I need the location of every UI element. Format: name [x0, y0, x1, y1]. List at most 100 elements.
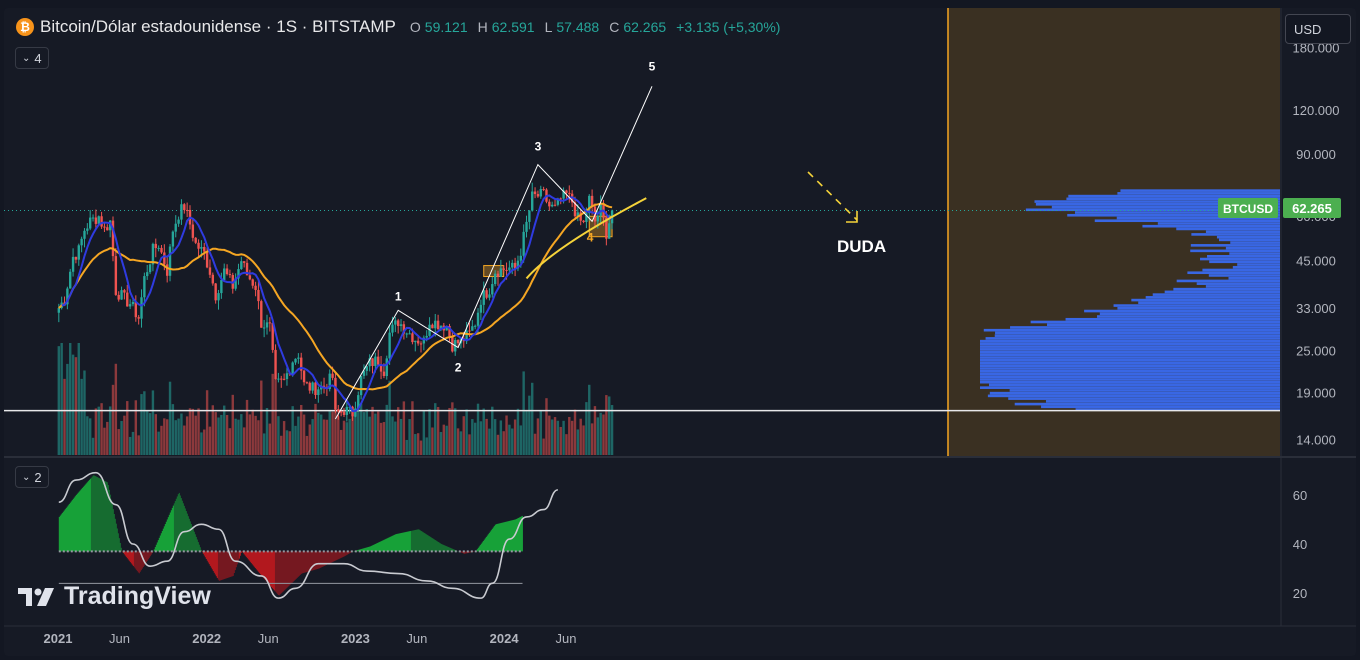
- oscillator-bar: [209, 551, 211, 566]
- oscillator-bar: [394, 534, 396, 552]
- oscillator-bar: [64, 509, 66, 552]
- oscillator-bar: [465, 551, 467, 554]
- oscillator-bar: [341, 551, 343, 558]
- candle-body: [473, 325, 477, 327]
- candle-body: [328, 373, 331, 390]
- oscillator-bar: [422, 532, 424, 552]
- price-axis[interactable]: 180.000120.00090.00060.00045.00033.00025…: [1293, 41, 1340, 448]
- candle-body: [331, 373, 334, 378]
- oscillator-bar: [233, 551, 235, 573]
- oscillator-bar: [107, 485, 109, 552]
- oscillator-bar: [239, 551, 241, 556]
- wave-2-label: 2: [455, 360, 462, 374]
- open-value: 59.121: [424, 19, 468, 35]
- oscillator-bar: [488, 532, 490, 552]
- volume-bar: [148, 413, 152, 455]
- oscillator-bar: [479, 545, 481, 552]
- candle-body: [536, 194, 540, 197]
- candle-body: [77, 245, 80, 260]
- candle-body: [354, 408, 357, 417]
- oscillator-bar: [287, 551, 289, 587]
- duda-arrow[interactable]: [807, 171, 858, 223]
- candle-body: [137, 317, 140, 319]
- oscillator-bar: [141, 551, 143, 569]
- oscillator-bar: [170, 510, 172, 552]
- oscillator-bar: [414, 529, 416, 552]
- candle-body: [556, 198, 560, 205]
- candle-body: [69, 271, 72, 289]
- oscillator-bar: [490, 530, 492, 552]
- volume-profile-bar: [1202, 268, 1280, 272]
- oscillator-bar: [265, 551, 267, 582]
- open-key: O: [409, 19, 421, 35]
- candle-body: [174, 223, 177, 232]
- oscillator-bar: [295, 551, 297, 579]
- oscillator-bar: [149, 551, 151, 557]
- volume-bar: [308, 424, 311, 455]
- candle-body: [576, 212, 580, 217]
- elliott-wave-path[interactable]: [334, 86, 653, 420]
- volume-bar: [194, 415, 197, 455]
- volume-bar: [225, 415, 229, 455]
- candle-body: [203, 246, 206, 252]
- oscillator-bar: [485, 536, 487, 552]
- volume-bar: [422, 410, 426, 455]
- oscillator-bar: [206, 551, 208, 561]
- volume-bar: [274, 378, 277, 455]
- volume-profile-bar: [980, 364, 1280, 368]
- volume-bar: [573, 409, 577, 455]
- volume-bar: [211, 405, 215, 455]
- candle-body: [525, 221, 528, 232]
- volume-bar: [334, 379, 337, 455]
- candle-body: [168, 246, 172, 276]
- volume-profile-bar: [1099, 312, 1280, 316]
- candle-body: [248, 275, 252, 280]
- oscillator-bar: [245, 551, 247, 557]
- oscillator-bar: [89, 478, 91, 552]
- volume-profile-bar: [1117, 192, 1280, 195]
- candle-body: [317, 389, 320, 396]
- oscillator-bar: [481, 542, 483, 552]
- candle-body: [146, 272, 149, 277]
- candle-body: [294, 358, 297, 363]
- currency-button[interactable]: USD: [1285, 14, 1351, 44]
- oscillator-bar: [100, 479, 102, 552]
- oscillator-bar: [158, 537, 160, 552]
- oscillator-axis[interactable]: 60 40 20: [1293, 488, 1307, 601]
- oscillator-bar: [383, 539, 385, 552]
- volume-bar: [88, 418, 92, 455]
- main-pane-collapse-button[interactable]: ⌄ 4: [15, 47, 49, 69]
- volume-profile-bar: [980, 345, 1280, 348]
- oscillator-bar: [370, 545, 372, 552]
- candle-body: [388, 332, 391, 359]
- oscillator-bar: [345, 551, 347, 556]
- oscillator-bar: [407, 531, 409, 552]
- volume-profile-bar: [1034, 200, 1280, 203]
- oscillator-bar: [338, 551, 340, 559]
- time-axis[interactable]: 2021 Jun 2022 Jun 2023 Jun 2024 Jun: [44, 631, 577, 646]
- symbol-title[interactable]: Bitcoin/Dólar estadounidense · 1S · BITS…: [40, 17, 396, 36]
- oscillator-bar: [417, 529, 419, 552]
- oscillator-bar: [327, 551, 329, 565]
- volume-bar: [570, 420, 574, 455]
- volume-bar: [548, 415, 551, 455]
- candle-body: [131, 301, 135, 305]
- oscillator-bar: [347, 551, 349, 555]
- volume-bar: [103, 427, 106, 455]
- volume-bar: [143, 391, 146, 455]
- candle-body: [431, 324, 434, 329]
- highlight-boxes[interactable]: [483, 215, 613, 278]
- volume-bar: [599, 412, 602, 455]
- oscillator-bar: [367, 546, 369, 552]
- candle-body: [183, 204, 186, 210]
- oscillator-bar: [318, 551, 320, 569]
- oscillator-bar: [148, 551, 150, 558]
- oscillator-bar: [478, 546, 480, 552]
- oscillator-bar: [104, 481, 106, 552]
- candle-body: [339, 411, 343, 413]
- candle-body: [399, 324, 403, 327]
- volume-profile-bar: [1219, 238, 1280, 242]
- oscillator-pane-collapse-button[interactable]: ⌄ 2: [15, 466, 49, 488]
- volume-bar: [157, 431, 160, 455]
